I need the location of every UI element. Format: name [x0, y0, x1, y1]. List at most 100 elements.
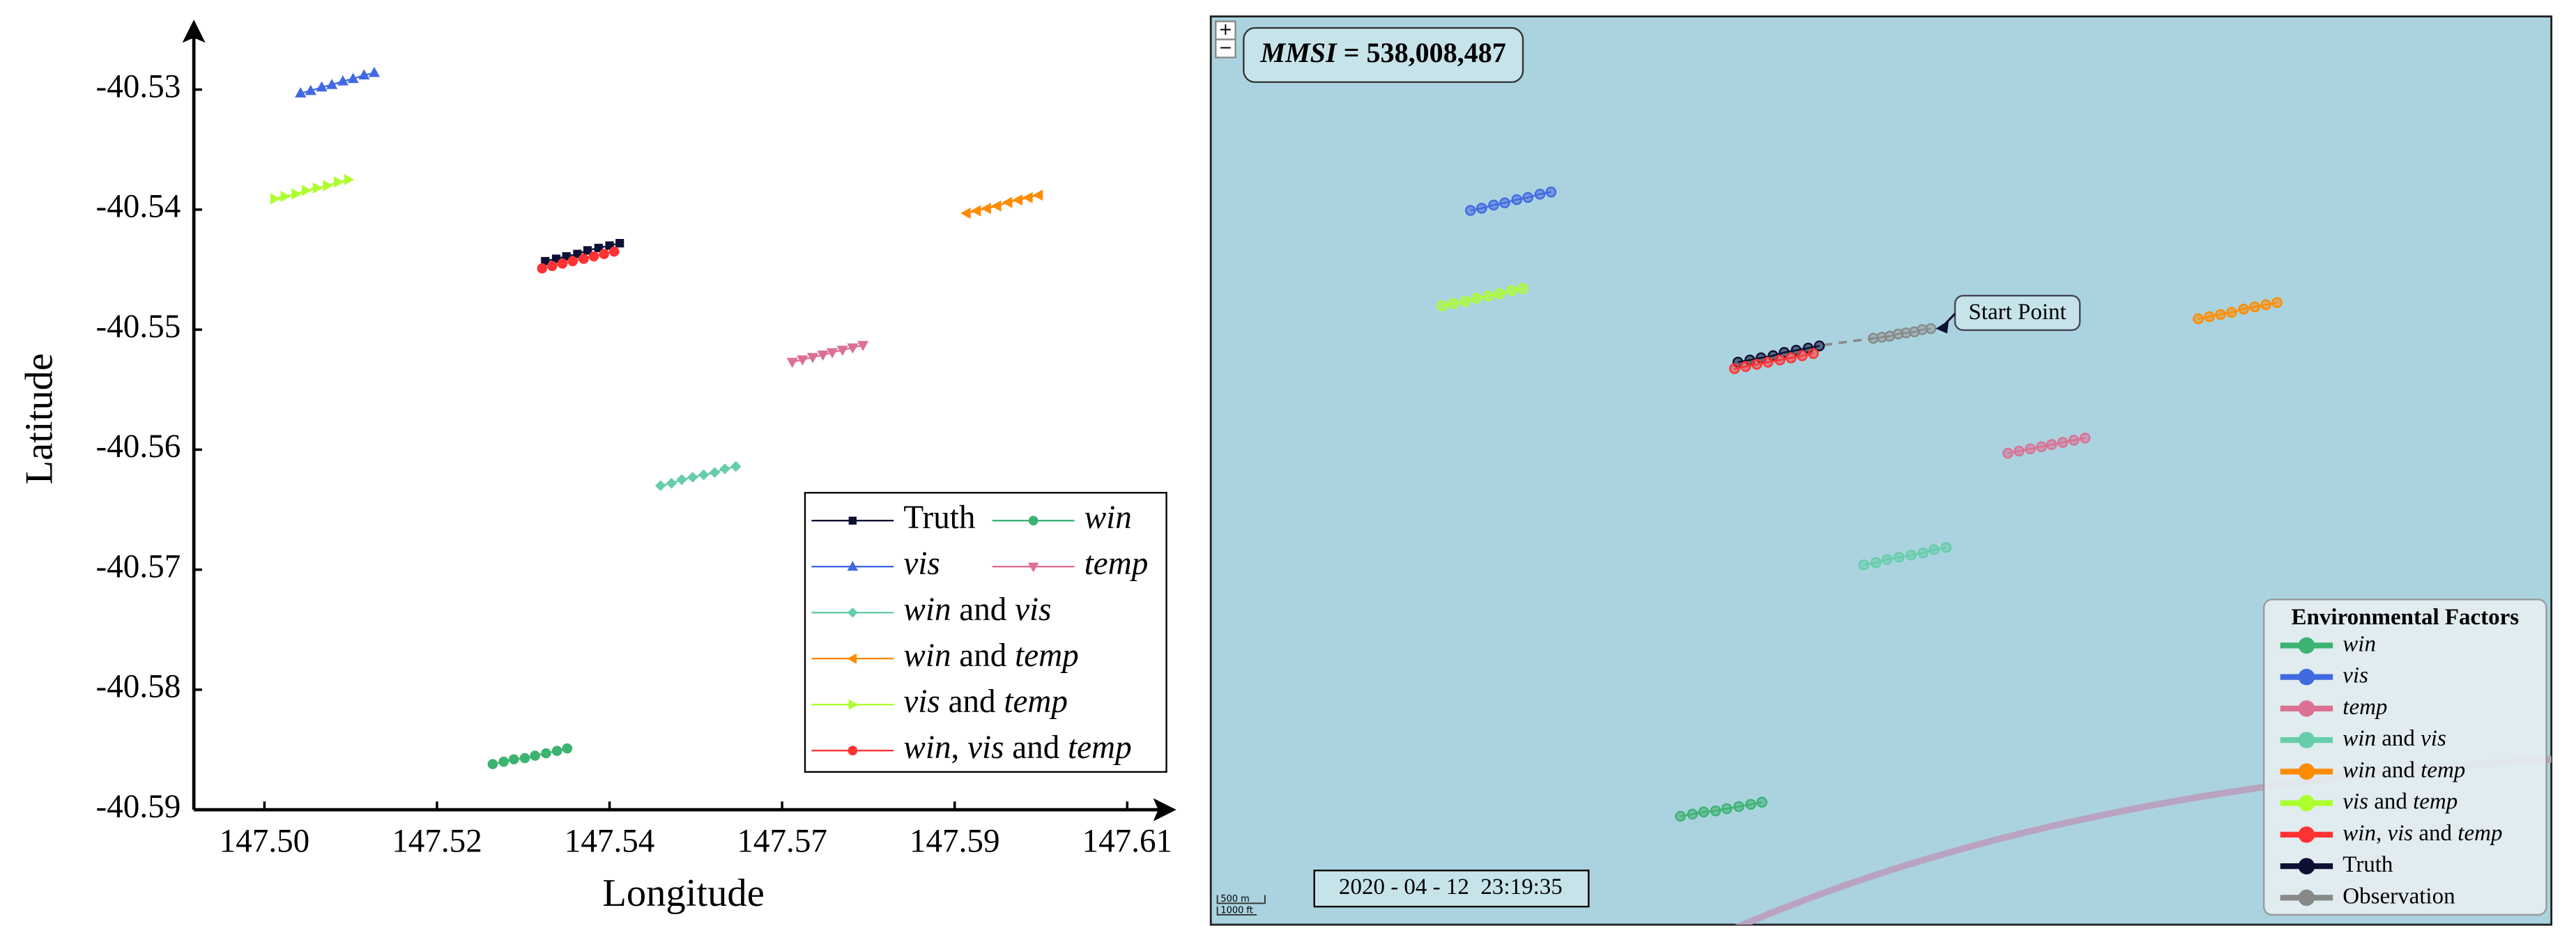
- legend-label: win and temp: [903, 638, 1078, 674]
- zoom-out[interactable]: [1215, 38, 1236, 59]
- marker: [334, 176, 344, 188]
- marker: [1032, 190, 1043, 201]
- marker: [797, 355, 808, 366]
- map-point: [1488, 199, 1499, 211]
- map-point: [1494, 288, 1505, 300]
- marker: [295, 87, 307, 98]
- map-point: [1756, 796, 1768, 808]
- map-point: [1698, 806, 1710, 818]
- marker: [551, 254, 561, 263]
- marker: [270, 193, 281, 205]
- marker: [344, 173, 355, 185]
- map-legend-box: [2262, 599, 2547, 916]
- map-legend-label: vis and temp: [2343, 789, 2458, 814]
- marker: [709, 467, 721, 478]
- legend-box: [804, 491, 1167, 773]
- marker: [836, 346, 848, 356]
- y-axis-arrow: [182, 20, 206, 43]
- map-point: [1892, 328, 1904, 340]
- legend-marker: [848, 516, 857, 525]
- marker: [562, 743, 573, 754]
- marker: [337, 75, 349, 86]
- map-point: [1940, 542, 1952, 553]
- marker: [666, 477, 677, 489]
- map-point: [1900, 327, 1912, 339]
- legend-marker: [848, 607, 858, 618]
- marker: [530, 750, 540, 761]
- y-axis-title: Latitude: [17, 353, 61, 484]
- marker: [291, 188, 302, 200]
- map-legend-title: Environmental Factors: [2292, 605, 2520, 630]
- map-point: [1786, 352, 1797, 364]
- y-tick-label: -40.58: [96, 669, 181, 705]
- scale-label: 1000 ft: [1220, 906, 1253, 916]
- marker: [323, 180, 334, 192]
- legend-label: Truth: [903, 500, 975, 536]
- marker: [981, 202, 991, 215]
- map-point: [1906, 549, 1917, 561]
- map-point: [1476, 203, 1487, 214]
- map-point: [2226, 307, 2237, 318]
- marker: [654, 480, 666, 491]
- scale-label: 500 m: [1220, 894, 1249, 904]
- zoom-in-label[interactable]: +: [1219, 20, 1233, 39]
- map-point: [1774, 354, 1786, 366]
- marker: [573, 249, 582, 259]
- map-point: [2238, 303, 2249, 315]
- map-legend-label: win and vis: [2343, 726, 2446, 751]
- legend-marker: [848, 746, 858, 756]
- legend-label: vis: [903, 546, 940, 582]
- legend-marker: [847, 561, 859, 571]
- marker: [687, 472, 698, 483]
- map-legend-label: Truth: [2343, 852, 2393, 877]
- map-point: [1858, 559, 1870, 571]
- map-point: [1868, 332, 1879, 344]
- annotation-arrowhead: [1935, 320, 1949, 334]
- map-point: [1740, 361, 1751, 372]
- legend-marker: [847, 653, 857, 664]
- marker: [358, 69, 370, 79]
- map-point: [2014, 445, 2025, 457]
- map-legend-label: win and temp: [2343, 757, 2465, 782]
- x-axis-title: Longitude: [602, 872, 764, 915]
- map-point: [1929, 544, 1940, 555]
- map-legend-marker: [2298, 763, 2315, 780]
- map-legend-marker: [2298, 794, 2315, 812]
- map-legend-marker: [2298, 668, 2315, 686]
- map-legend-marker: [2298, 732, 2315, 748]
- map-point: [2068, 435, 2080, 446]
- map-point: [2036, 441, 2047, 452]
- map-point: [1517, 283, 1528, 294]
- map-point: [2204, 311, 2215, 323]
- marker: [588, 251, 599, 262]
- timestamp: 2020 - 04 - 12 23:19:35: [1339, 874, 1563, 900]
- map-point: [1506, 285, 1517, 296]
- marker: [326, 79, 338, 89]
- map-legend-marker: [2298, 889, 2315, 906]
- marker: [609, 246, 620, 257]
- map-point: [1448, 298, 1459, 309]
- map-point: [1511, 194, 1523, 206]
- zoom-out-label[interactable]: −: [1219, 38, 1233, 57]
- marker: [508, 754, 519, 765]
- zoom-in[interactable]: [1215, 20, 1236, 40]
- map-point: [2057, 437, 2069, 448]
- marker: [1022, 192, 1033, 203]
- marker: [676, 474, 687, 486]
- map-point: [1925, 323, 1937, 334]
- annotation-box: [1954, 295, 2081, 331]
- map-point: [1893, 552, 1905, 563]
- x-axis-arrow: [1153, 798, 1176, 821]
- marker: [537, 263, 548, 274]
- x-tick-label: 147.57: [737, 823, 827, 859]
- map-point: [1814, 340, 1825, 352]
- marker: [615, 238, 624, 248]
- marker: [347, 72, 359, 84]
- marker: [578, 254, 589, 264]
- marker: [498, 756, 509, 767]
- marker: [305, 84, 316, 95]
- marker: [316, 81, 328, 92]
- map-legend-label: win, vis and temp: [2343, 820, 2502, 845]
- map-point: [1721, 803, 1733, 815]
- marker: [551, 746, 562, 756]
